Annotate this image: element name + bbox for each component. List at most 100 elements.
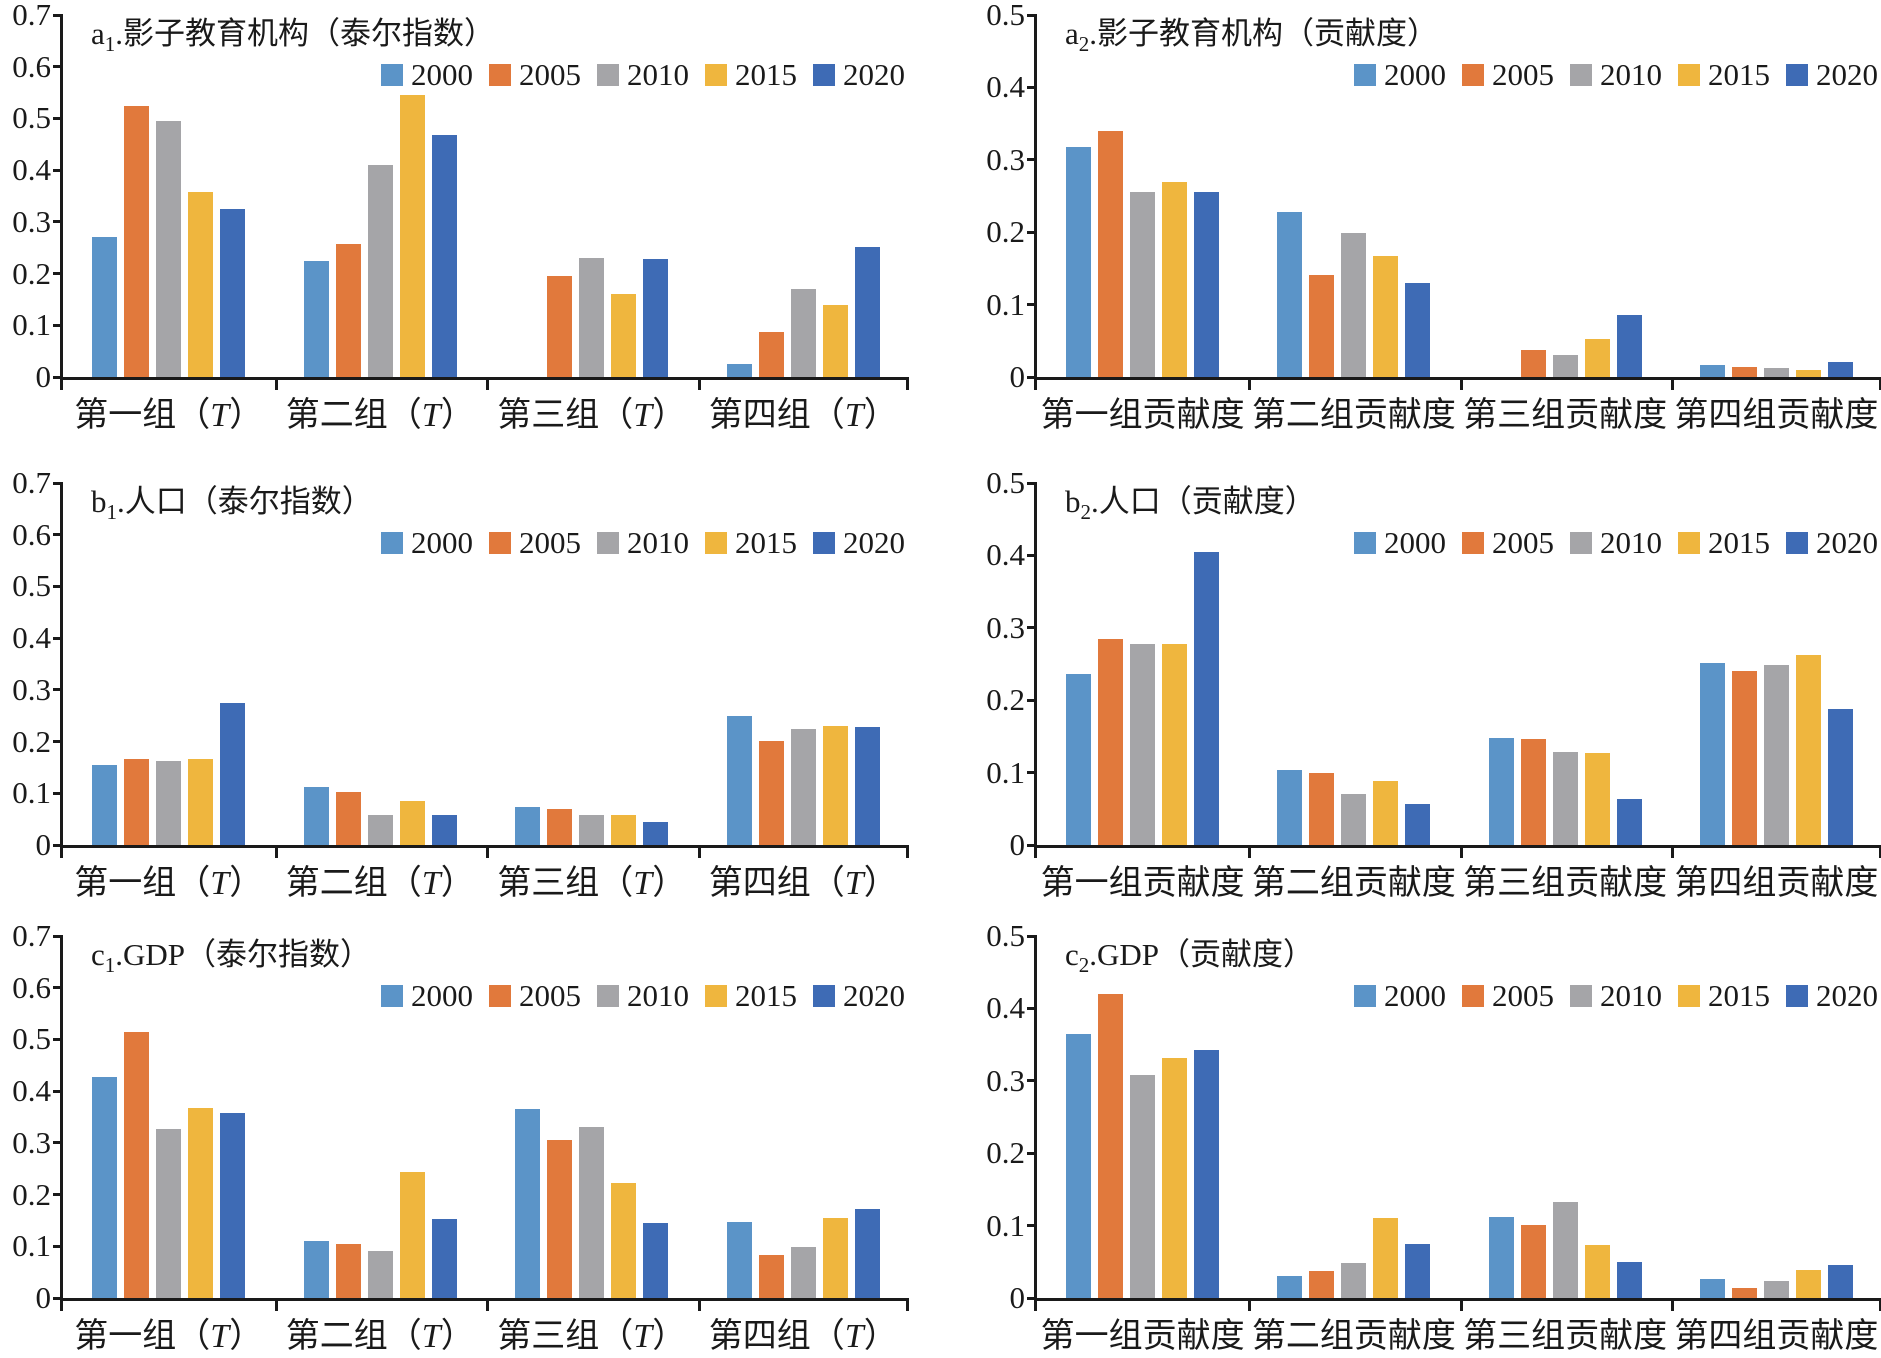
x-axis-tick: [1248, 1298, 1252, 1311]
y-axis-tick: [1027, 771, 1037, 775]
x-axis-tick: [1459, 1298, 1463, 1311]
legend: 2000 2005 2010 2015 2020: [1354, 980, 1878, 1012]
legend-label-2000: 2000: [411, 978, 473, 1013]
x-axis-tick: [274, 1298, 278, 1311]
y-axis-tick-label: 0.1: [986, 754, 1025, 790]
bar-2015-group2: [1373, 256, 1399, 377]
y-axis-tick-label: 0.5: [12, 568, 51, 604]
y-axis-tick-label: 0: [1009, 827, 1026, 862]
bar-2020-group4: [1827, 361, 1853, 377]
x-axis-tick: [60, 377, 63, 390]
bar-2020-group3: [643, 258, 669, 377]
legend-item-2010: 2010: [597, 59, 689, 91]
bar-2015-group3: [611, 1182, 637, 1298]
bar-2010-group2: [1341, 1262, 1367, 1298]
bar-2015-group2: [399, 1172, 425, 1298]
bar-2020-group1: [1194, 551, 1220, 845]
bar-2000-group2: [303, 1240, 329, 1298]
legend-swatch-2005: [1462, 985, 1484, 1007]
bar-2005-group3: [547, 808, 573, 845]
y-axis-tick: [53, 220, 63, 224]
y-axis-tick: [1027, 158, 1037, 162]
y-axis-tick-label: 0.4: [986, 537, 1025, 573]
bar-2010-group3: [1552, 1202, 1578, 1298]
y-axis-tick-label: 0.2: [986, 214, 1025, 250]
legend-item-2015: 2015: [705, 527, 797, 559]
bar-2000-group1: [1066, 146, 1092, 377]
legend-swatch-2020: [813, 532, 835, 554]
x-axis-tick: [60, 845, 63, 858]
bar-2005-group4: [758, 741, 784, 845]
legend-item-2000: 2000: [1354, 59, 1446, 91]
legend-swatch-2015: [1678, 985, 1700, 1007]
legend-item-2005: 2005: [1462, 980, 1554, 1012]
x-axis-tick: [906, 377, 909, 390]
legend-item-2015: 2015: [705, 980, 797, 1012]
bar-2020-group3: [1616, 799, 1642, 845]
legend-label-2020: 2020: [843, 57, 905, 92]
bar-2010-group1: [1130, 644, 1156, 845]
legend-label-2010: 2010: [627, 978, 689, 1013]
x-axis-label: 第一组（T）: [74, 397, 264, 434]
plot-area: b2.人口（贡献度） 2000 2005 2010 2015 2020 0 0.1 0.2 0.3…: [986, 466, 1881, 902]
y-axis-tick-label: 0: [35, 359, 52, 394]
legend-item-2000: 2000: [381, 527, 473, 559]
y-axis-tick: [53, 481, 63, 485]
y-axis-tick-label: 0: [1009, 1280, 1026, 1315]
bar-2005-group1: [1098, 639, 1124, 845]
legend-swatch-2005: [489, 532, 511, 554]
bar-2000-group1: [92, 1076, 118, 1298]
bar-2005-group1: [1098, 130, 1124, 377]
x-axis-label: 第二组贡献度: [1251, 1318, 1456, 1355]
x-axis-label: 第三组贡献度: [1463, 1318, 1668, 1355]
bar-2005-group2: [335, 243, 361, 377]
chart-panel-b2: b2.人口（贡献度） 2000 2005 2010 2015 2020 0 0.1 0.2 0.3…: [940, 452, 1881, 905]
bar-2020-group2: [431, 1219, 457, 1298]
y-axis-tick: [53, 1089, 63, 1093]
legend-item-2000: 2000: [1354, 527, 1446, 559]
legend-item-2000: 2000: [381, 980, 473, 1012]
legend-label-2010: 2010: [627, 525, 689, 560]
bar-2000-group4: [1699, 365, 1725, 377]
bar-2020-group2: [1405, 804, 1431, 845]
y-axis-tick: [53, 740, 63, 744]
bar-2000-group3: [1488, 1216, 1514, 1298]
bar-2000-group2: [1277, 211, 1303, 377]
y-axis-tick: [1027, 303, 1037, 307]
bar-2020-group3: [643, 1223, 669, 1298]
chart-title-subscript: 2: [1078, 32, 1090, 56]
bar-2015-group1: [188, 1107, 214, 1298]
x-axis-label: 第三组贡献度: [1463, 865, 1668, 902]
x-axis-tick: [697, 1298, 701, 1311]
y-axis-tick: [1027, 1224, 1037, 1228]
x-axis-tick: [60, 1298, 63, 1311]
legend-item-2020: 2020: [1786, 59, 1878, 91]
y-axis-tick-label: 0.2: [12, 723, 51, 759]
bar-2020-group4: [854, 1208, 880, 1298]
legend-label-2005: 2005: [1492, 525, 1554, 560]
chart-title-subscript: 2: [1080, 500, 1092, 524]
x-axis-tick: [1248, 377, 1252, 390]
y-axis-tick: [53, 272, 63, 276]
bar-2005-group2: [335, 792, 361, 845]
legend-item-2005: 2005: [1462, 527, 1554, 559]
x-axis-label: 第二组（T）: [285, 865, 475, 902]
legend-swatch-2015: [705, 64, 727, 86]
y-axis-tick: [1027, 1296, 1037, 1300]
bar-2010-group3: [1552, 752, 1578, 845]
y-axis-tick: [53, 323, 63, 327]
y-axis-tick-label: 0: [35, 827, 52, 862]
y-axis-tick-label: 0.1: [12, 1228, 51, 1264]
x-axis-label: 第四组贡献度: [1674, 397, 1879, 434]
legend-swatch-2010: [1570, 64, 1592, 86]
bar-2015-group3: [1584, 1245, 1610, 1298]
legend-label-2010: 2010: [1600, 525, 1662, 560]
x-axis-tick: [1879, 377, 1881, 390]
bar-2000-group3: [1488, 737, 1514, 845]
bar-2020-group1: [220, 702, 246, 845]
legend: 2000 2005 2010 2015 2020: [381, 527, 905, 559]
legend-swatch-2005: [489, 985, 511, 1007]
x-axis-label: 第三组（T）: [497, 865, 687, 902]
legend-swatch-2015: [1678, 532, 1700, 554]
